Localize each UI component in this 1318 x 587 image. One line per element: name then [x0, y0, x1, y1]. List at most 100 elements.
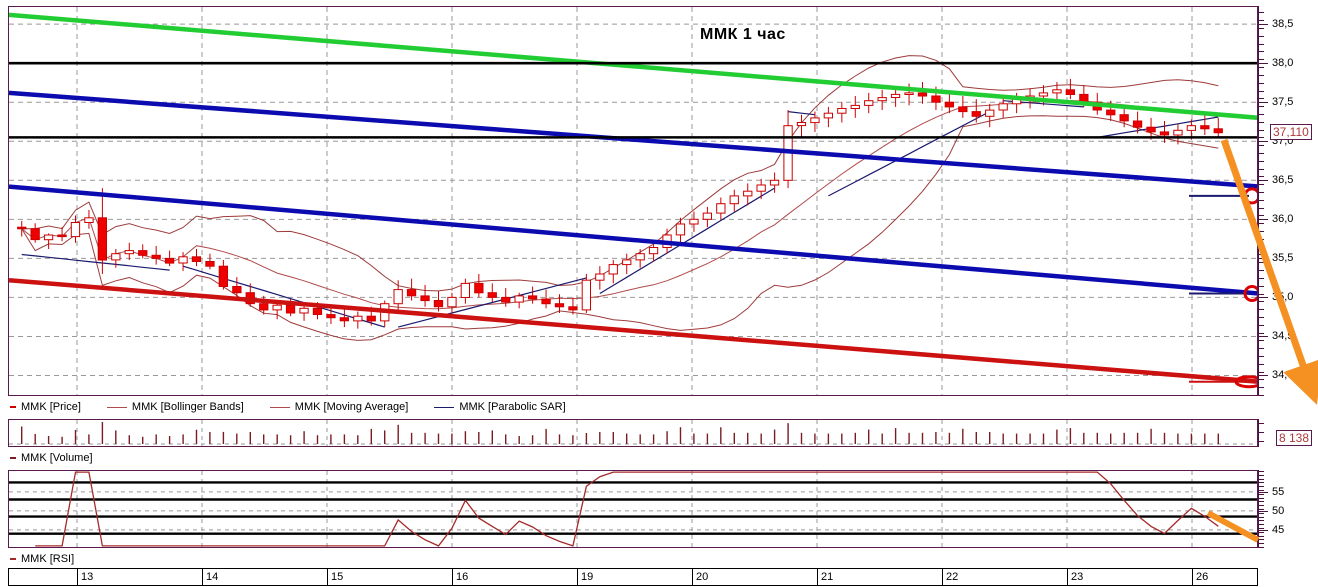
- legend-swatch-icon: [106, 406, 127, 408]
- volume-value-badge[interactable]: 8 138: [1276, 430, 1313, 446]
- price-axis-minor-tick: [1258, 28, 1264, 30]
- price-axis-minor-tick: [1258, 246, 1264, 248]
- price-axis-minor-tick: [1258, 106, 1264, 108]
- price-axis-minor-tick: [1258, 199, 1264, 201]
- rsi-axis-minor-tick: [1258, 497, 1264, 499]
- rsi-panel-legend: MMK [RSI]: [10, 553, 100, 565]
- price-axis-minor-tick: [1258, 371, 1264, 373]
- price-axis-major-tick: [1258, 297, 1268, 299]
- legend-item[interactable]: MMK [Bollinger Bands]: [106, 401, 244, 414]
- price-axis-minor-tick: [1258, 293, 1264, 295]
- price-axis-tick-label: 38,5: [1272, 18, 1294, 31]
- price-axis-minor-tick: [1258, 137, 1264, 139]
- price-axis-minor-tick: [1258, 324, 1264, 326]
- legend-item-label: MMK [Bollinger Bands]: [131, 401, 244, 414]
- price-panel-legend: MMK [Price] MMK [Bollinger Bands] MMK [Mov…: [10, 401, 592, 413]
- legend-item[interactable]: MMK [RSI]: [10, 553, 74, 565]
- rsi-axis-minor-tick: [1258, 512, 1264, 514]
- price-axis-major-tick: [1258, 102, 1268, 104]
- legend-swatch-icon: [10, 558, 16, 561]
- legend-item-label: MMK [Volume]: [21, 452, 93, 465]
- price-axis-minor-tick: [1258, 51, 1264, 53]
- rsi-axis-tick-label: 45: [1272, 523, 1285, 536]
- rsi-axis-minor-tick: [1258, 539, 1264, 541]
- legend-item-label: MMK [RSI]: [21, 553, 75, 566]
- price-axis-minor-tick: [1258, 192, 1264, 194]
- x-axis-date-label[interactable]: 14: [202, 569, 218, 585]
- volume-axis-tick: [1258, 441, 1264, 442]
- legend-item-label: MMK [Parabolic SAR]: [459, 401, 566, 414]
- price-axis-minor-tick: [1258, 168, 1264, 170]
- price-chart-panel[interactable]: [8, 6, 1258, 396]
- rsi-axis-minor-tick: [1258, 501, 1264, 503]
- rsi-axis-major-tick: [1258, 510, 1268, 512]
- legend-swatch-icon: [10, 406, 16, 409]
- rsi-axis-minor-tick: [1258, 531, 1264, 533]
- volume-plot-svg: [9, 420, 1257, 446]
- price-axis-minor-tick: [1258, 309, 1264, 311]
- price-axis-tick-label: 36,0: [1272, 213, 1294, 226]
- price-axis-minor-tick: [1258, 223, 1264, 225]
- x-axis-date-label[interactable]: 16: [452, 569, 468, 585]
- rsi-axis-minor-tick: [1258, 478, 1264, 480]
- price-axis-minor-tick: [1258, 90, 1264, 92]
- legend-item[interactable]: MMK [Moving Average]: [269, 401, 408, 413]
- rsi-axis-minor-tick: [1258, 524, 1264, 526]
- x-axis-date-label[interactable]: 19: [577, 569, 593, 585]
- price-axis-minor-tick: [1258, 262, 1264, 264]
- price-axis-tick-label: 38,0: [1272, 57, 1294, 70]
- rsi-axis-major-tick: [1258, 529, 1268, 531]
- legend-item[interactable]: MMK [Volume]: [10, 452, 93, 464]
- legend-item[interactable]: MMK [Price]: [10, 401, 81, 413]
- rsi-axis-tick-label: 50: [1272, 504, 1285, 517]
- price-axis-major-tick: [1258, 24, 1268, 26]
- legend-swatch-icon: [434, 406, 455, 408]
- x-axis-date-label[interactable]: 13: [77, 569, 93, 585]
- last-price-badge[interactable]: 37,110: [1270, 123, 1312, 140]
- price-axis-minor-tick: [1258, 348, 1264, 350]
- price-axis-minor-tick: [1258, 74, 1264, 76]
- price-axis-minor-tick: [1258, 98, 1264, 100]
- price-axis-minor-tick: [1258, 215, 1264, 217]
- price-axis-minor-tick: [1258, 145, 1264, 147]
- price-axis-minor-tick: [1258, 121, 1264, 123]
- rsi-axis-minor-tick: [1258, 543, 1264, 545]
- price-axis-minor-tick: [1258, 152, 1264, 154]
- x-axis-date-label[interactable]: 22: [942, 569, 958, 585]
- rsi-axis-tick-label: 55: [1272, 485, 1285, 498]
- legend-item-label: MMK [Price]: [21, 401, 81, 414]
- price-axis-tick-label: 35,5: [1272, 252, 1294, 265]
- x-axis-date-label[interactable]: 23: [1067, 569, 1083, 585]
- x-axis-date-label[interactable]: 15: [327, 569, 343, 585]
- price-axis-minor-tick: [1258, 332, 1264, 334]
- rsi-axis-minor-tick: [1258, 493, 1264, 495]
- x-axis-date-label[interactable]: 20: [692, 569, 708, 585]
- price-axis-minor-tick: [1258, 207, 1264, 209]
- price-axis-minor-tick: [1258, 395, 1264, 396]
- rsi-axis-minor-tick: [1258, 535, 1264, 537]
- price-axis-major-tick: [1258, 141, 1268, 143]
- x-axis-date-scale[interactable]: 13 14 15 16 19 20 21 22 23 26: [8, 568, 1258, 586]
- x-axis-date-label[interactable]: 26: [1192, 569, 1208, 585]
- price-axis-minor-tick: [1258, 277, 1264, 279]
- price-axis-minor-tick: [1258, 176, 1264, 178]
- volume-axis-tick: [1258, 432, 1264, 433]
- price-axis-minor-tick: [1258, 238, 1264, 240]
- rsi-chart-panel[interactable]: [8, 470, 1258, 548]
- rsi-axis-minor-tick: [1258, 516, 1264, 518]
- rsi-axis-major-tick: [1258, 491, 1268, 493]
- price-axis-spine: [1258, 6, 1259, 396]
- price-plot-area[interactable]: [9, 7, 1257, 395]
- legend-item[interactable]: MMK [Parabolic SAR]: [434, 401, 566, 414]
- price-axis-minor-tick: [1258, 20, 1264, 22]
- volume-y-axis: [1258, 419, 1318, 447]
- rsi-axis-minor-tick: [1258, 482, 1264, 484]
- rsi-plot-area[interactable]: [9, 471, 1257, 547]
- x-axis-date-label[interactable]: 21: [817, 569, 833, 585]
- volume-plot-area[interactable]: [9, 420, 1257, 446]
- price-plot-svg: [9, 7, 1257, 395]
- price-axis-tick-label: 34,0: [1272, 369, 1294, 382]
- price-axis-minor-tick: [1258, 285, 1264, 287]
- price-axis-minor-tick: [1258, 113, 1264, 115]
- volume-chart-panel[interactable]: [8, 419, 1258, 447]
